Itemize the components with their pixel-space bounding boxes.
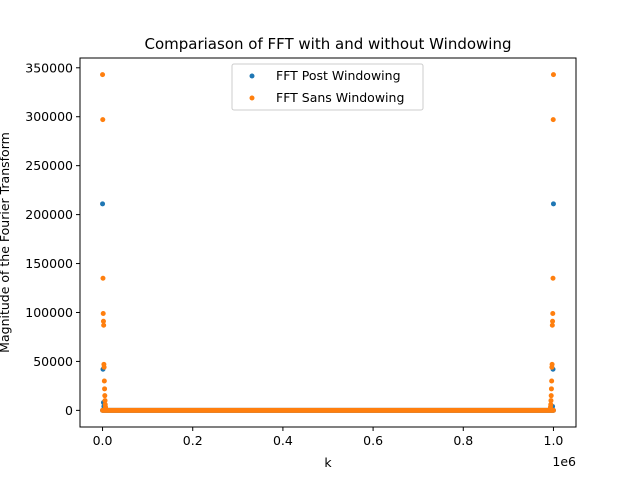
data-point [100,201,106,207]
data-point [100,318,106,324]
x-axis-label: k [324,455,332,470]
axes-frame [79,57,577,428]
data-point [550,310,556,316]
data-point [100,275,106,281]
y-tick-label: 150000 [25,256,73,271]
data-point [550,275,556,281]
series-2-points [100,72,556,413]
y-tick-label: 200000 [25,207,73,222]
data-point [548,393,554,399]
x-tick-label: 0.6 [363,433,383,448]
legend-label-windowed: FFT Post Windowing [276,68,401,83]
data-point [548,386,554,392]
plot-points [100,72,556,413]
y-tick-label: 350000 [25,60,73,75]
data-point [101,378,107,384]
y-tick-label: 250000 [25,158,73,173]
data-point [100,72,106,78]
legend-label-unwindowed: FFT Sans Windowing [276,90,404,105]
data-point [101,364,107,370]
data-point [102,398,108,404]
data-point [548,398,554,404]
y-tick-label: 0 [65,403,73,418]
x-tick-label: 0.4 [273,433,293,448]
data-point [100,310,106,316]
y-axis-ticks: 0 50000 100000 150000 200000 250000 300000 3500… [25,60,80,418]
data-point [548,401,554,407]
data-point [550,201,556,207]
data-point [550,318,556,324]
data-point [102,386,108,392]
data-point [100,117,106,123]
x-tick-label: 0.8 [453,433,473,448]
x-tick-label: 1.0 [544,433,564,448]
data-point [550,117,556,123]
legend-box [231,63,424,111]
x-tick-label: 0.2 [183,433,203,448]
y-tick-label: 50000 [33,354,73,369]
chart-title: Compariason of FFT with and without Wind… [145,35,512,53]
y-tick-label: 100000 [25,305,73,320]
legend: FFT Post Windowing FFT Sans Windowing [231,63,424,111]
x-tick-label: 0.0 [93,433,113,448]
data-point [549,322,555,328]
x-axis-offset-text: 1e6 [552,454,576,469]
y-tick-label: 300000 [25,109,73,124]
data-point [549,378,555,384]
data-point [550,72,556,78]
data-point [102,393,108,399]
data-point [103,405,109,411]
x-axis-ticks: 0.0 0.2 0.4 0.6 0.8 1.0 [93,427,564,448]
legend-marker-windowed [249,73,255,79]
legend-marker-unwindowed [249,95,255,101]
data-point [549,361,555,367]
y-axis-label: Magnitude of the Fourier Transform [0,132,12,353]
data-point [101,322,107,328]
